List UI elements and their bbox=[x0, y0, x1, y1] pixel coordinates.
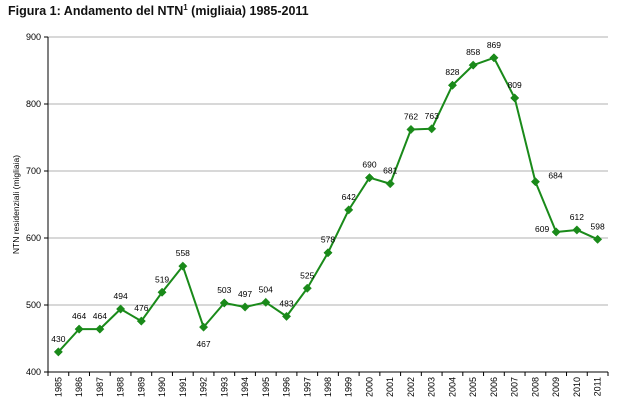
x-tick-label: 1985 bbox=[53, 377, 63, 397]
data-point bbox=[116, 304, 126, 314]
data-label: 642 bbox=[342, 192, 356, 202]
y-tick-label: 800 bbox=[26, 99, 41, 109]
x-tick-label: 1998 bbox=[323, 377, 333, 397]
x-tick-label: 1992 bbox=[199, 377, 209, 397]
data-label: 519 bbox=[155, 274, 169, 284]
data-point bbox=[447, 80, 457, 90]
x-tick-label: 2008 bbox=[530, 377, 540, 397]
data-point bbox=[53, 347, 63, 357]
data-label: 684 bbox=[548, 171, 562, 181]
data-point bbox=[344, 205, 354, 215]
x-tick-label: 2004 bbox=[447, 377, 457, 397]
x-tick-label: 1993 bbox=[219, 377, 229, 397]
data-labels: 430 464 464 494 476 519 558 467 503 497 504 483 525 5… bbox=[51, 40, 605, 349]
data-label: 762 bbox=[404, 111, 418, 121]
data-label: 525 bbox=[300, 270, 314, 280]
data-point bbox=[530, 177, 540, 187]
x-tick-label: 2002 bbox=[406, 377, 416, 397]
data-label: 858 bbox=[466, 47, 480, 57]
x-tick-label: 2000 bbox=[364, 377, 374, 397]
x-tick-label: 1991 bbox=[178, 377, 188, 397]
data-label: 476 bbox=[134, 303, 148, 313]
figure-title: Figura 1: Andamento del NTN1 (migliaia) … bbox=[8, 3, 309, 19]
data-point bbox=[136, 316, 146, 326]
data-label: 869 bbox=[487, 40, 501, 50]
gridlines bbox=[48, 36, 608, 306]
data-point bbox=[572, 225, 582, 235]
data-point bbox=[551, 227, 561, 237]
x-tick-label: 2006 bbox=[489, 377, 499, 397]
data-point bbox=[240, 302, 250, 312]
data-label: 430 bbox=[51, 334, 65, 344]
data-point bbox=[199, 322, 209, 332]
series-layer bbox=[53, 53, 603, 357]
data-point bbox=[302, 283, 312, 293]
x-tick-label: 2001 bbox=[385, 377, 395, 397]
x-tick-label: 2009 bbox=[551, 377, 561, 397]
data-label: 504 bbox=[259, 284, 273, 294]
x-tick-label: 1988 bbox=[116, 377, 126, 397]
data-label: 609 bbox=[535, 224, 549, 234]
x-tick-label: 1995 bbox=[261, 377, 271, 397]
data-label: 681 bbox=[383, 166, 397, 176]
x-tick-label: 2007 bbox=[510, 377, 520, 397]
data-point bbox=[323, 248, 333, 258]
y-tick-label: 900 bbox=[26, 32, 41, 42]
data-point bbox=[261, 297, 271, 307]
x-tick-label: 2011 bbox=[593, 377, 603, 396]
x-tick-label: 2003 bbox=[427, 377, 437, 397]
x-tick-label: 1989 bbox=[136, 377, 146, 397]
x-tick-label: 1986 bbox=[74, 377, 84, 397]
data-point bbox=[593, 234, 603, 244]
x-tick-label: 1996 bbox=[282, 377, 292, 397]
y-axis-ticks: 400 500 600 700 800 900 bbox=[26, 32, 48, 377]
data-label: 497 bbox=[238, 289, 252, 299]
x-tick-label: 2010 bbox=[572, 377, 582, 397]
y-tick-label: 400 bbox=[26, 367, 41, 377]
data-label: 503 bbox=[217, 285, 231, 295]
data-label: 464 bbox=[93, 311, 107, 321]
data-point bbox=[468, 60, 478, 70]
data-label: 558 bbox=[176, 248, 190, 258]
x-axis-ticks: 1985 1986 1987 1988 1989 1990 1991 1992 1993 1994… bbox=[47, 372, 609, 397]
x-tick-label: 1997 bbox=[302, 377, 312, 397]
data-label: 690 bbox=[362, 160, 376, 170]
y-tick-label: 500 bbox=[26, 300, 41, 310]
data-label: 467 bbox=[196, 339, 210, 349]
x-tick-label: 1994 bbox=[240, 377, 250, 397]
data-label: 494 bbox=[113, 291, 127, 301]
data-label: 578 bbox=[321, 235, 335, 245]
data-label: 828 bbox=[445, 67, 459, 77]
data-label: 598 bbox=[591, 221, 605, 231]
data-point bbox=[406, 124, 416, 135]
data-point bbox=[510, 93, 520, 103]
y-tick-label: 600 bbox=[26, 233, 41, 243]
x-tick-label: 1987 bbox=[95, 377, 105, 397]
y-axis-title: NTN residenziali (migliaia) bbox=[11, 155, 21, 254]
figure-title-text: Figura 1: Andamento del NTN bbox=[8, 4, 184, 18]
figure-title-footnote-marker: 1 bbox=[183, 3, 188, 12]
x-tick-label: 1999 bbox=[344, 377, 354, 397]
figure-title-suffix: (migliaia) 1985-2011 bbox=[187, 4, 309, 18]
data-label: 763 bbox=[425, 111, 439, 121]
data-label: 483 bbox=[279, 298, 293, 308]
data-label: 612 bbox=[570, 212, 584, 222]
data-point bbox=[281, 311, 292, 321]
data-point bbox=[178, 261, 188, 271]
data-point bbox=[95, 324, 105, 334]
axes bbox=[47, 37, 608, 373]
data-point bbox=[74, 324, 84, 334]
data-point bbox=[157, 287, 167, 297]
data-point bbox=[219, 298, 229, 308]
y-tick-label: 700 bbox=[26, 166, 41, 176]
data-point bbox=[364, 173, 375, 183]
data-point bbox=[385, 179, 395, 189]
data-point bbox=[489, 53, 499, 63]
x-tick-label: 2005 bbox=[468, 377, 478, 397]
data-label: 809 bbox=[508, 80, 522, 90]
x-tick-label: 1990 bbox=[157, 377, 167, 397]
data-label: 464 bbox=[72, 311, 86, 321]
data-point bbox=[427, 124, 437, 134]
